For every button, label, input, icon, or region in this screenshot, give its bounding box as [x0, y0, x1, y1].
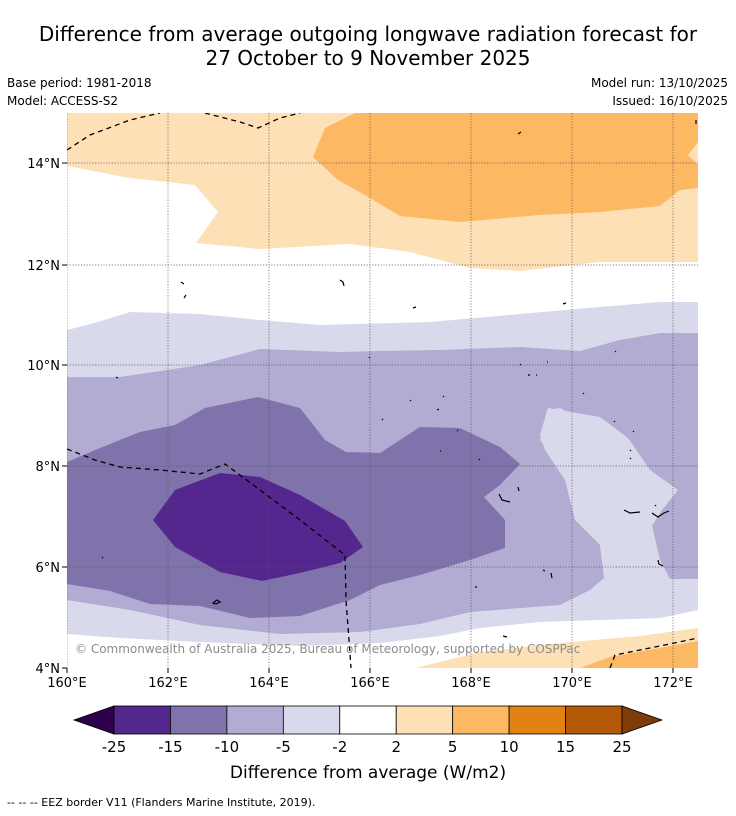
lon-label-172: 172°E — [653, 676, 693, 691]
islands-north — [180, 120, 697, 309]
map-area: © Commonwealth of Australia 2025, Bureau… — [67, 113, 698, 668]
meta-right: Model run: 13/10/2025 Issued: 16/10/2025 — [591, 74, 728, 110]
title-line-2: 27 October to 9 November 2025 — [205, 46, 531, 70]
lat-label-6: 6°N — [36, 561, 61, 576]
colorbar-under-arrow — [72, 705, 115, 735]
colorbar-tick-label: 5 — [448, 738, 458, 756]
islands-central — [115, 350, 617, 432]
colorbar-box-6 — [452, 705, 510, 735]
lat-label-4: 4°N — [36, 662, 61, 677]
colorbar: -25 -15 -10 -5 -2 2 5 10 15 25 Difference from av… — [72, 705, 664, 783]
model-name: Model: ACCESS-S2 — [7, 94, 119, 108]
colorbar-box-4 — [339, 705, 397, 735]
colorbar-tick-label: -2 — [332, 738, 347, 756]
colorbar-box-8 — [565, 705, 623, 735]
colorbar-box-0 — [113, 705, 171, 735]
grid-lines — [67, 113, 698, 668]
colorbar-ticks: -25 -15 -10 -5 -2 2 5 10 15 25 — [102, 738, 632, 756]
lat-axis: 14°N 12°N 10°N 8°N 6°N 4°N — [27, 157, 67, 677]
contour-5-to-10-south — [580, 641, 698, 668]
lat-label-10: 10°N — [27, 359, 60, 374]
contour-minus15-to-minus25 — [153, 473, 363, 581]
lon-label-160: 160°E — [47, 676, 87, 691]
copyright-text: © Commonwealth of Australia 2025, Bureau… — [75, 642, 580, 656]
islands — [101, 120, 697, 638]
title-line-1: Difference from average outgoing longwav… — [38, 22, 698, 46]
colorbar-box-5 — [395, 705, 454, 735]
colorbar-label: Difference from average (W/m2) — [230, 763, 506, 783]
colorbar-over-arrow — [621, 705, 664, 735]
eez-border-north-central — [204, 113, 301, 129]
colorbar-tick-label: -15 — [158, 738, 183, 756]
lon-label-170: 170°E — [552, 676, 592, 691]
eez-border-north-west — [67, 113, 161, 151]
colorbar-box-7 — [508, 705, 566, 735]
colorbar-tick-label: -5 — [276, 738, 291, 756]
base-period: Base period: 1981-2018 — [7, 76, 152, 90]
lat-label-14: 14°N — [27, 157, 60, 172]
colorbar-tick-label: 25 — [612, 738, 631, 756]
colorbar-tick-label: -25 — [102, 738, 127, 756]
lat-label-12: 12°N — [27, 259, 60, 274]
contour-minus2-to-minus5-east-pocket — [540, 408, 678, 552]
lon-label-162: 162°E — [148, 676, 188, 691]
lon-label-164: 164°E — [249, 676, 289, 691]
colorbar-tick-label: 2 — [391, 738, 401, 756]
lat-label-8: 8°N — [36, 460, 61, 475]
colorbar-tick-label: 15 — [556, 738, 575, 756]
eez-border-south-east — [609, 637, 698, 668]
lon-axis: 160°E 162°E 164°E 166°E 168°E 170°E 172°… — [47, 668, 693, 691]
colorbar-tick-label: 10 — [500, 738, 519, 756]
colorbar-boxes — [113, 705, 623, 735]
meta-left: Base period: 1981-2018 Model: ACCESS-S2 — [7, 74, 152, 110]
colorbar-tick-label: -10 — [215, 738, 240, 756]
islands-south — [101, 556, 664, 638]
model-run: Model run: 13/10/2025 — [590, 76, 728, 90]
lon-label-168: 168°E — [451, 676, 491, 691]
contour-5-to-10-north — [313, 113, 698, 222]
colorbar-box-1 — [170, 705, 228, 735]
map-title: Difference from average outgoing longwav… — [0, 22, 736, 70]
islands-east — [440, 420, 670, 518]
colorbar-box-3 — [282, 705, 341, 735]
eez-legend: -- -- -- EEZ border V11 (Flanders Marine… — [7, 796, 316, 809]
eez-borders — [67, 113, 698, 668]
issued-date: Issued: 16/10/2025 — [612, 94, 728, 108]
colorbar-box-2 — [226, 705, 284, 735]
lon-label-166: 166°E — [350, 676, 390, 691]
